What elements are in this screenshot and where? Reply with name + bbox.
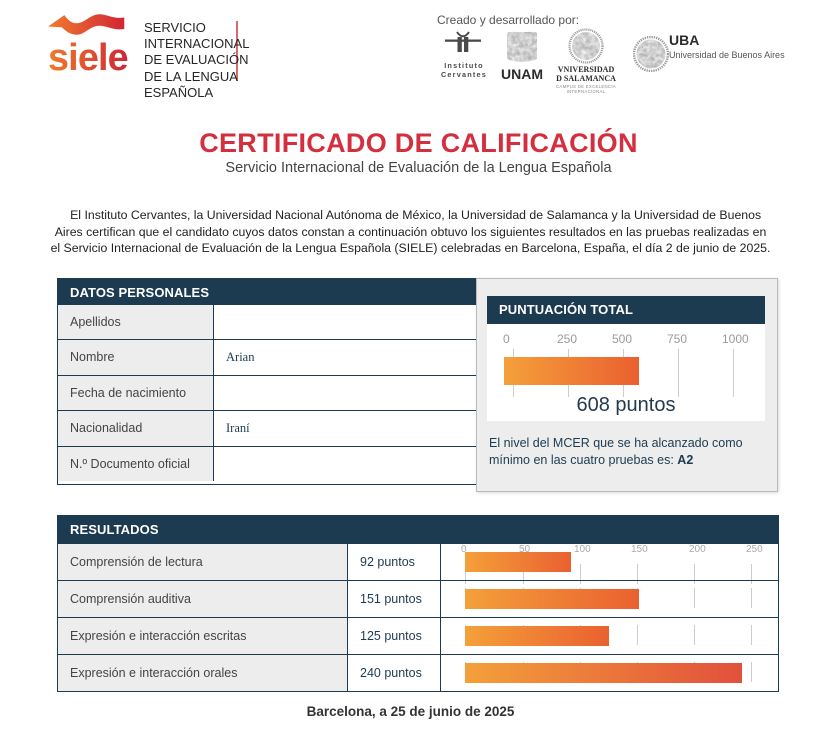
svg-text:siele: siele bbox=[48, 36, 128, 76]
